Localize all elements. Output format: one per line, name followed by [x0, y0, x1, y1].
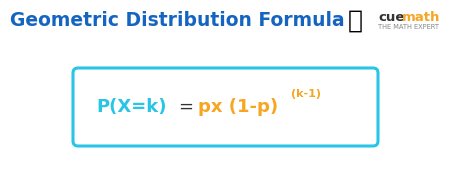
Text: P(X=k): P(X=k): [96, 98, 166, 116]
Text: =: =: [178, 98, 193, 116]
Text: THE MATH EXPERT: THE MATH EXPERT: [378, 24, 439, 30]
Text: math: math: [402, 11, 440, 24]
Text: 🚀: 🚀: [348, 9, 363, 33]
FancyBboxPatch shape: [73, 68, 378, 146]
Text: cue: cue: [378, 11, 404, 24]
Text: (k-1): (k-1): [291, 89, 321, 99]
Text: px (1-p): px (1-p): [198, 98, 278, 116]
Text: Geometric Distribution Formula: Geometric Distribution Formula: [10, 11, 345, 30]
